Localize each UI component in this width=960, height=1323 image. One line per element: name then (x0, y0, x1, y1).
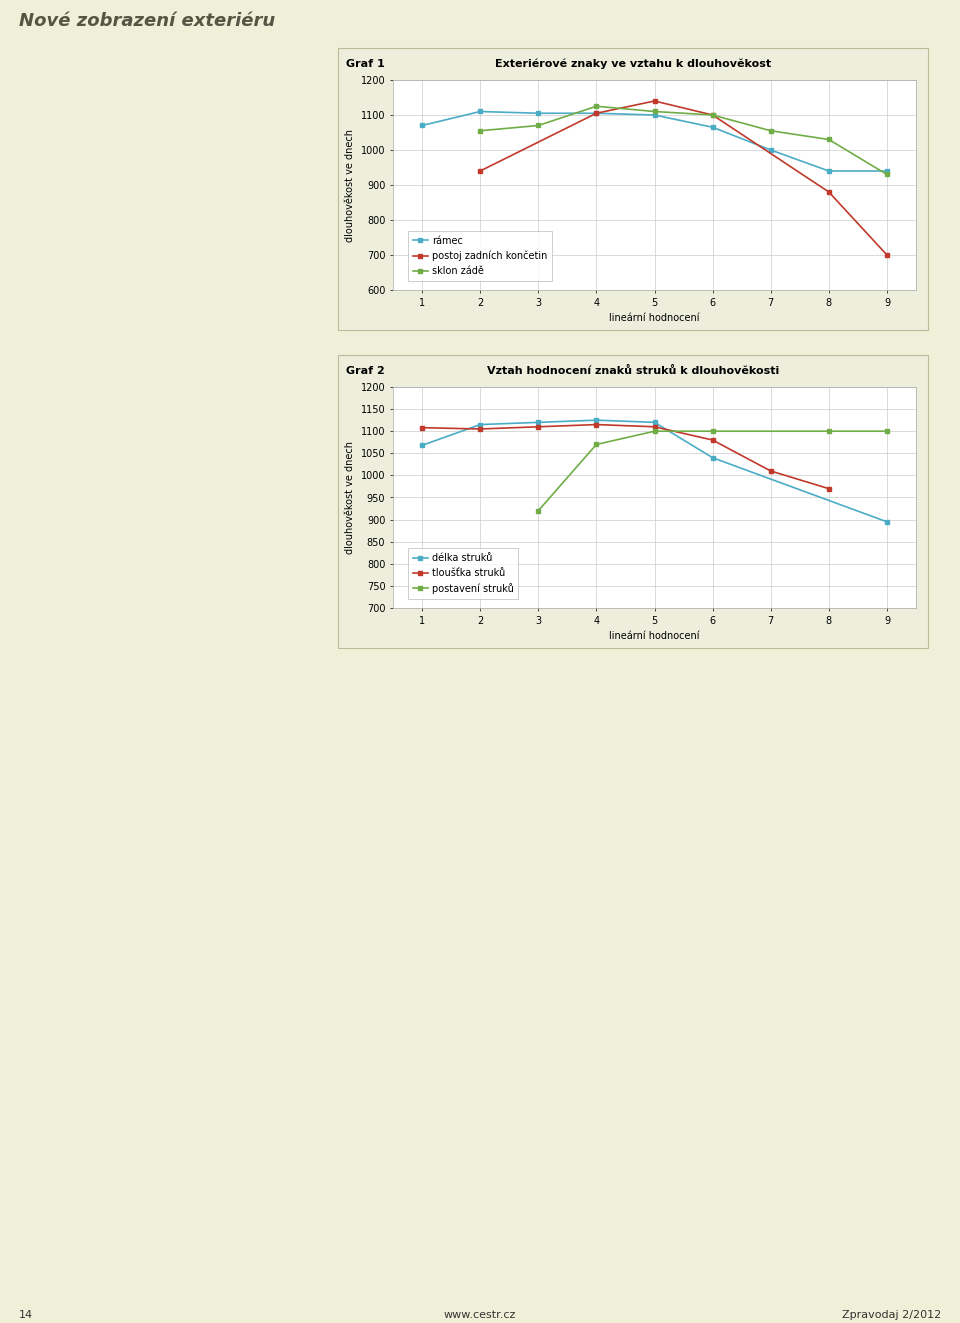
Text: Exteriérové znaky ve vztahu k dlouhověkost: Exteriérové znaky ve vztahu k dlouhověko… (495, 58, 771, 69)
Text: Graf 2: Graf 2 (346, 366, 385, 376)
Text: Graf 1: Graf 1 (346, 60, 385, 69)
Text: Zpravodaj 2/2012: Zpravodaj 2/2012 (842, 1310, 941, 1320)
Text: Vztah hodnocení znaků struků k dlouhověkosti: Vztah hodnocení znaků struků k dlouhověk… (487, 366, 780, 376)
Y-axis label: dlouhověkost ve dnech: dlouhověkost ve dnech (346, 441, 355, 554)
X-axis label: lineární hodnocení: lineární hodnocení (610, 631, 700, 642)
Text: Nové zobrazení exteriéru: Nové zobrazení exteriéru (19, 12, 276, 30)
X-axis label: lineární hodnocení: lineární hodnocení (610, 314, 700, 323)
Text: www.cestr.cz: www.cestr.cz (444, 1310, 516, 1320)
Legend: délka struků, tloušťka struků, postavení struků: délka struků, tloušťka struků, postavení… (408, 548, 518, 599)
Text: 14: 14 (19, 1310, 34, 1320)
Y-axis label: dlouhověkost ve dnech: dlouhověkost ve dnech (346, 128, 355, 242)
Legend: rámec, postoj zadních končetin, sklon zádě: rámec, postoj zadních končetin, sklon zá… (408, 232, 552, 280)
